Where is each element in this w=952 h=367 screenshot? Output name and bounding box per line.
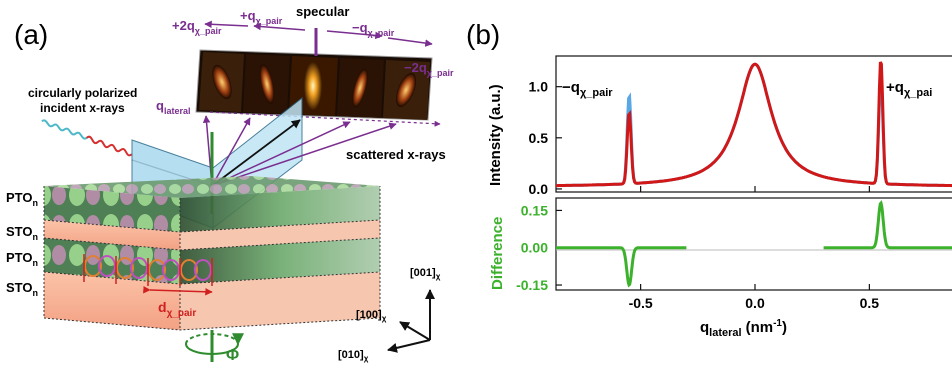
intensity-ylabel: Intensity (a.u.) [487,84,504,186]
label-plusq: +qχ_pair [240,8,283,26]
multilayer-block [43,176,381,331]
arrow-minus2 [387,37,433,47]
layer-label-pto-1: PTOn [6,190,38,208]
layer-sto-1-side [180,220,380,250]
x-tick-label: 0.5 [860,295,880,311]
layer-pto-2-side [180,238,380,284]
x-tick-label: -0.5 [629,295,653,311]
difference-ytick-label: 0.15 [521,202,548,218]
q-lateral-axis [209,111,441,127]
panel-a-label: (a) [14,19,48,50]
layer-pto-1-front [44,186,180,232]
layer-label-sto-2: STOn [6,280,38,298]
detector-frame-minus1 [243,54,290,114]
detector-image-strip [195,49,433,121]
difference-ylabel: Difference [489,217,506,290]
d-pair-label: dχ_pair [158,299,196,319]
q-labels: specular +2qχ_pair +qχ_pair −qχ_pair −2q… [172,4,454,78]
axis-010-arrow [387,339,431,353]
difference-series-line [823,200,952,250]
detector-frame-minus2 [199,52,244,112]
scattered-label: scattered x-rays [346,147,446,162]
intensity-ytick-label: 0.5 [529,130,549,146]
layer-pto-1-side [180,186,380,232]
incident-label-line1: circularly polarized [28,86,137,100]
difference-ytick-label: 0.00 [521,240,548,256]
axis-100-arrow [399,321,431,341]
x-tick-label: 0.0 [745,295,765,311]
layer-sto-2-side [180,272,380,330]
specular-label: specular [296,4,349,19]
label-plus2q: +2qχ_pair [172,18,222,36]
label-minusq: −qχ_pair [352,20,395,38]
crystal-axes: [001]χ [100]χ [010]χ [338,267,441,363]
intensity-plot-frame [555,55,952,193]
arrow-plus1 [253,22,306,31]
top-surface [44,176,380,198]
peak-label-right: +qχ_pai [886,79,932,99]
difference-series-line [556,246,687,288]
intensity-ytick-label: 1.0 [529,79,549,95]
vortex-loops [83,254,213,286]
difference-ytick-label: -0.15 [516,277,548,293]
axis-001-label: [001]χ [410,267,441,281]
difference-plot: -0.15 0.00 0.15 -0.5 0.0 0.5 [516,197,952,311]
phi-rotation-arc [185,343,239,355]
arrow-plus2 [204,20,249,29]
intensity-plot: 0.0 0.5 1.0 [529,55,952,197]
layer-label-pto-2: PTOn [6,250,38,268]
label-minus2q: −2qχ_pair [404,60,454,78]
phi-rotation-arc-back [185,333,244,346]
intensity-ytick-label: 0.0 [529,181,549,197]
peak-label-left: −qχ_pair [562,79,613,99]
detector-frame-plus1 [337,58,384,118]
phi-label: Φ [226,347,239,364]
incident-label-line2: incident x-rays [40,101,125,115]
layer-label-sto-1: STOn [6,224,38,242]
arrow-minus1 [326,30,383,40]
axis-100-label: [100]χ [356,309,387,323]
q-lateral-label: qlateral [156,98,190,116]
panel-b-label: (b) [466,19,500,50]
d-pair-arrow [143,286,213,296]
x-axis-label: qlateral (nm-1) [700,318,787,339]
layer-sto-1-front [44,220,180,250]
intensity-series-line [556,61,952,188]
axis-010-label: [010]χ [338,349,369,363]
detector-frame-plus2 [383,60,430,120]
difference-plot-frame [555,197,952,291]
